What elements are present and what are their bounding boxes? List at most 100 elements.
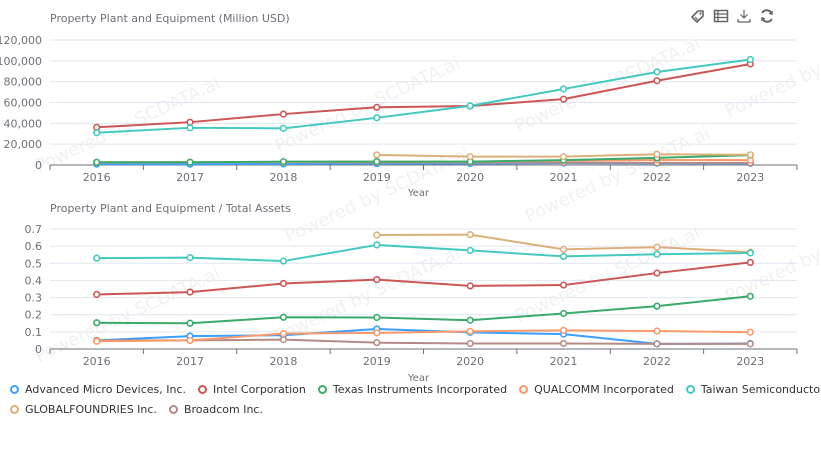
- ppe-ratio-chart: Property Plant and Equipment / Total Ass…: [25, 202, 798, 384]
- data-point[interactable]: [93, 254, 101, 262]
- data-point[interactable]: [373, 275, 381, 284]
- x-tick-label: 2021: [550, 355, 578, 368]
- data-point[interactable]: [93, 129, 101, 137]
- data-point[interactable]: [653, 77, 661, 85]
- data-point[interactable]: [746, 328, 754, 336]
- data-point[interactable]: [466, 231, 474, 239]
- data-point[interactable]: [559, 281, 568, 289]
- legend-item-qualcomm[interactable]: QUALCOMM Incorporated: [519, 383, 674, 396]
- data-point[interactable]: [93, 158, 101, 166]
- data-point[interactable]: [559, 326, 568, 334]
- data-point[interactable]: [279, 124, 288, 132]
- data-point[interactable]: [559, 245, 568, 253]
- series-line-advanced-micro-devices-inc[interactable]: [96, 327, 751, 345]
- watermark-text: Powered by SCDATA.ai: [272, 53, 464, 157]
- legend-item-amd[interactable]: Advanced Micro Devices, Inc.: [10, 383, 186, 396]
- series-line-qualcomm-incorporated[interactable]: [96, 329, 751, 343]
- watermark-text: Powered by SCDATA.ai: [722, 203, 821, 307]
- data-point[interactable]: [279, 110, 288, 118]
- data-point[interactable]: [466, 102, 474, 110]
- legend-label: QUALCOMM Incorporated: [534, 382, 674, 396]
- legend-marker-icon: [685, 384, 695, 394]
- data-point[interactable]: [186, 158, 194, 166]
- data-point[interactable]: [373, 114, 381, 122]
- download-icon[interactable]: [734, 6, 753, 25]
- data-point[interactable]: [373, 313, 381, 322]
- data-point[interactable]: [373, 103, 381, 111]
- data-point[interactable]: [559, 339, 568, 348]
- data-point[interactable]: [186, 336, 194, 345]
- data-point[interactable]: [559, 95, 568, 103]
- series-line-texas-instruments-incorporated[interactable]: [96, 295, 751, 325]
- legend-label: Broadcom Inc.: [183, 402, 263, 416]
- x-tick-label: 2020: [456, 355, 484, 368]
- legend-item-intel[interactable]: Intel Corporation: [198, 383, 306, 396]
- data-point[interactable]: [279, 329, 288, 338]
- x-tick-label: 2018: [269, 355, 297, 368]
- data-point[interactable]: [466, 153, 474, 161]
- x-tick-label: 2022: [643, 171, 671, 184]
- data-point[interactable]: [186, 254, 194, 262]
- data-point[interactable]: [466, 282, 474, 290]
- x-tick-label: 2021: [550, 171, 578, 184]
- data-point[interactable]: [653, 243, 661, 251]
- data-point[interactable]: [466, 246, 474, 255]
- data-point[interactable]: [746, 151, 754, 159]
- data-point[interactable]: [466, 327, 474, 335]
- data-point[interactable]: [373, 339, 381, 347]
- data-point[interactable]: [279, 335, 288, 344]
- data-point[interactable]: [653, 340, 661, 348]
- series-line-intel-corporation[interactable]: [96, 62, 751, 129]
- data-point[interactable]: [746, 340, 754, 348]
- series-line-intel-corporation[interactable]: [96, 261, 751, 296]
- data-point[interactable]: [186, 319, 194, 327]
- legend-item-broadcom[interactable]: Broadcom Inc.: [168, 402, 263, 416]
- data-point[interactable]: [93, 319, 101, 327]
- data-point[interactable]: [373, 329, 381, 337]
- data-point[interactable]: [279, 279, 288, 288]
- legend-marker-icon: [519, 384, 529, 394]
- data-point[interactable]: [93, 337, 101, 345]
- data-point[interactable]: [186, 288, 194, 296]
- data-point[interactable]: [653, 302, 661, 310]
- data-point[interactable]: [653, 68, 661, 76]
- data-point[interactable]: [466, 339, 474, 348]
- series-line-taiwan-semiconductor-manufacturing[interactable]: [96, 58, 751, 134]
- data-point[interactable]: [186, 118, 194, 126]
- data-point[interactable]: [746, 292, 754, 300]
- data-point[interactable]: [279, 257, 288, 265]
- refresh-icon[interactable]: [757, 6, 776, 25]
- data-point[interactable]: [559, 153, 568, 161]
- data-point[interactable]: [746, 55, 754, 64]
- y-tick-label: 0.1: [25, 326, 43, 339]
- tag-icon[interactable]: [688, 6, 707, 25]
- data-point[interactable]: [559, 252, 568, 261]
- data-point[interactable]: [373, 241, 381, 249]
- data-point[interactable]: [559, 85, 568, 93]
- data-point[interactable]: [93, 290, 101, 299]
- legend-label: Advanced Micro Devices, Inc.: [25, 382, 187, 396]
- series-line-texas-instruments-incorporated[interactable]: [96, 154, 751, 164]
- data-point[interactable]: [279, 158, 288, 166]
- data-point[interactable]: [466, 316, 474, 324]
- data-point[interactable]: [746, 258, 754, 267]
- data-point[interactable]: [373, 231, 381, 239]
- legend-item-globalfoundries[interactable]: GLOBALFOUNDRIES Inc.: [10, 403, 157, 416]
- data-point[interactable]: [746, 249, 754, 257]
- data-point[interactable]: [373, 151, 381, 159]
- data-point[interactable]: [279, 313, 288, 321]
- series-line-taiwan-semiconductor-manufacturing[interactable]: [96, 243, 751, 263]
- data-point[interactable]: [653, 327, 661, 335]
- legend-item-texas-instruments[interactable]: Texas Instruments Incorporated: [317, 383, 507, 396]
- chart-title: Property Plant and Equipment (Million US…: [50, 12, 290, 25]
- data-point[interactable]: [186, 124, 194, 132]
- data-view-icon[interactable]: [711, 6, 730, 25]
- legend-item-tsmc[interactable]: Taiwan Semiconductor Manufactur...: [685, 383, 821, 396]
- data-point[interactable]: [559, 309, 568, 318]
- x-axis-name: Year: [407, 188, 430, 199]
- data-point[interactable]: [653, 150, 661, 158]
- data-point[interactable]: [653, 269, 661, 277]
- data-point[interactable]: [653, 250, 661, 258]
- data-point[interactable]: [373, 157, 381, 166]
